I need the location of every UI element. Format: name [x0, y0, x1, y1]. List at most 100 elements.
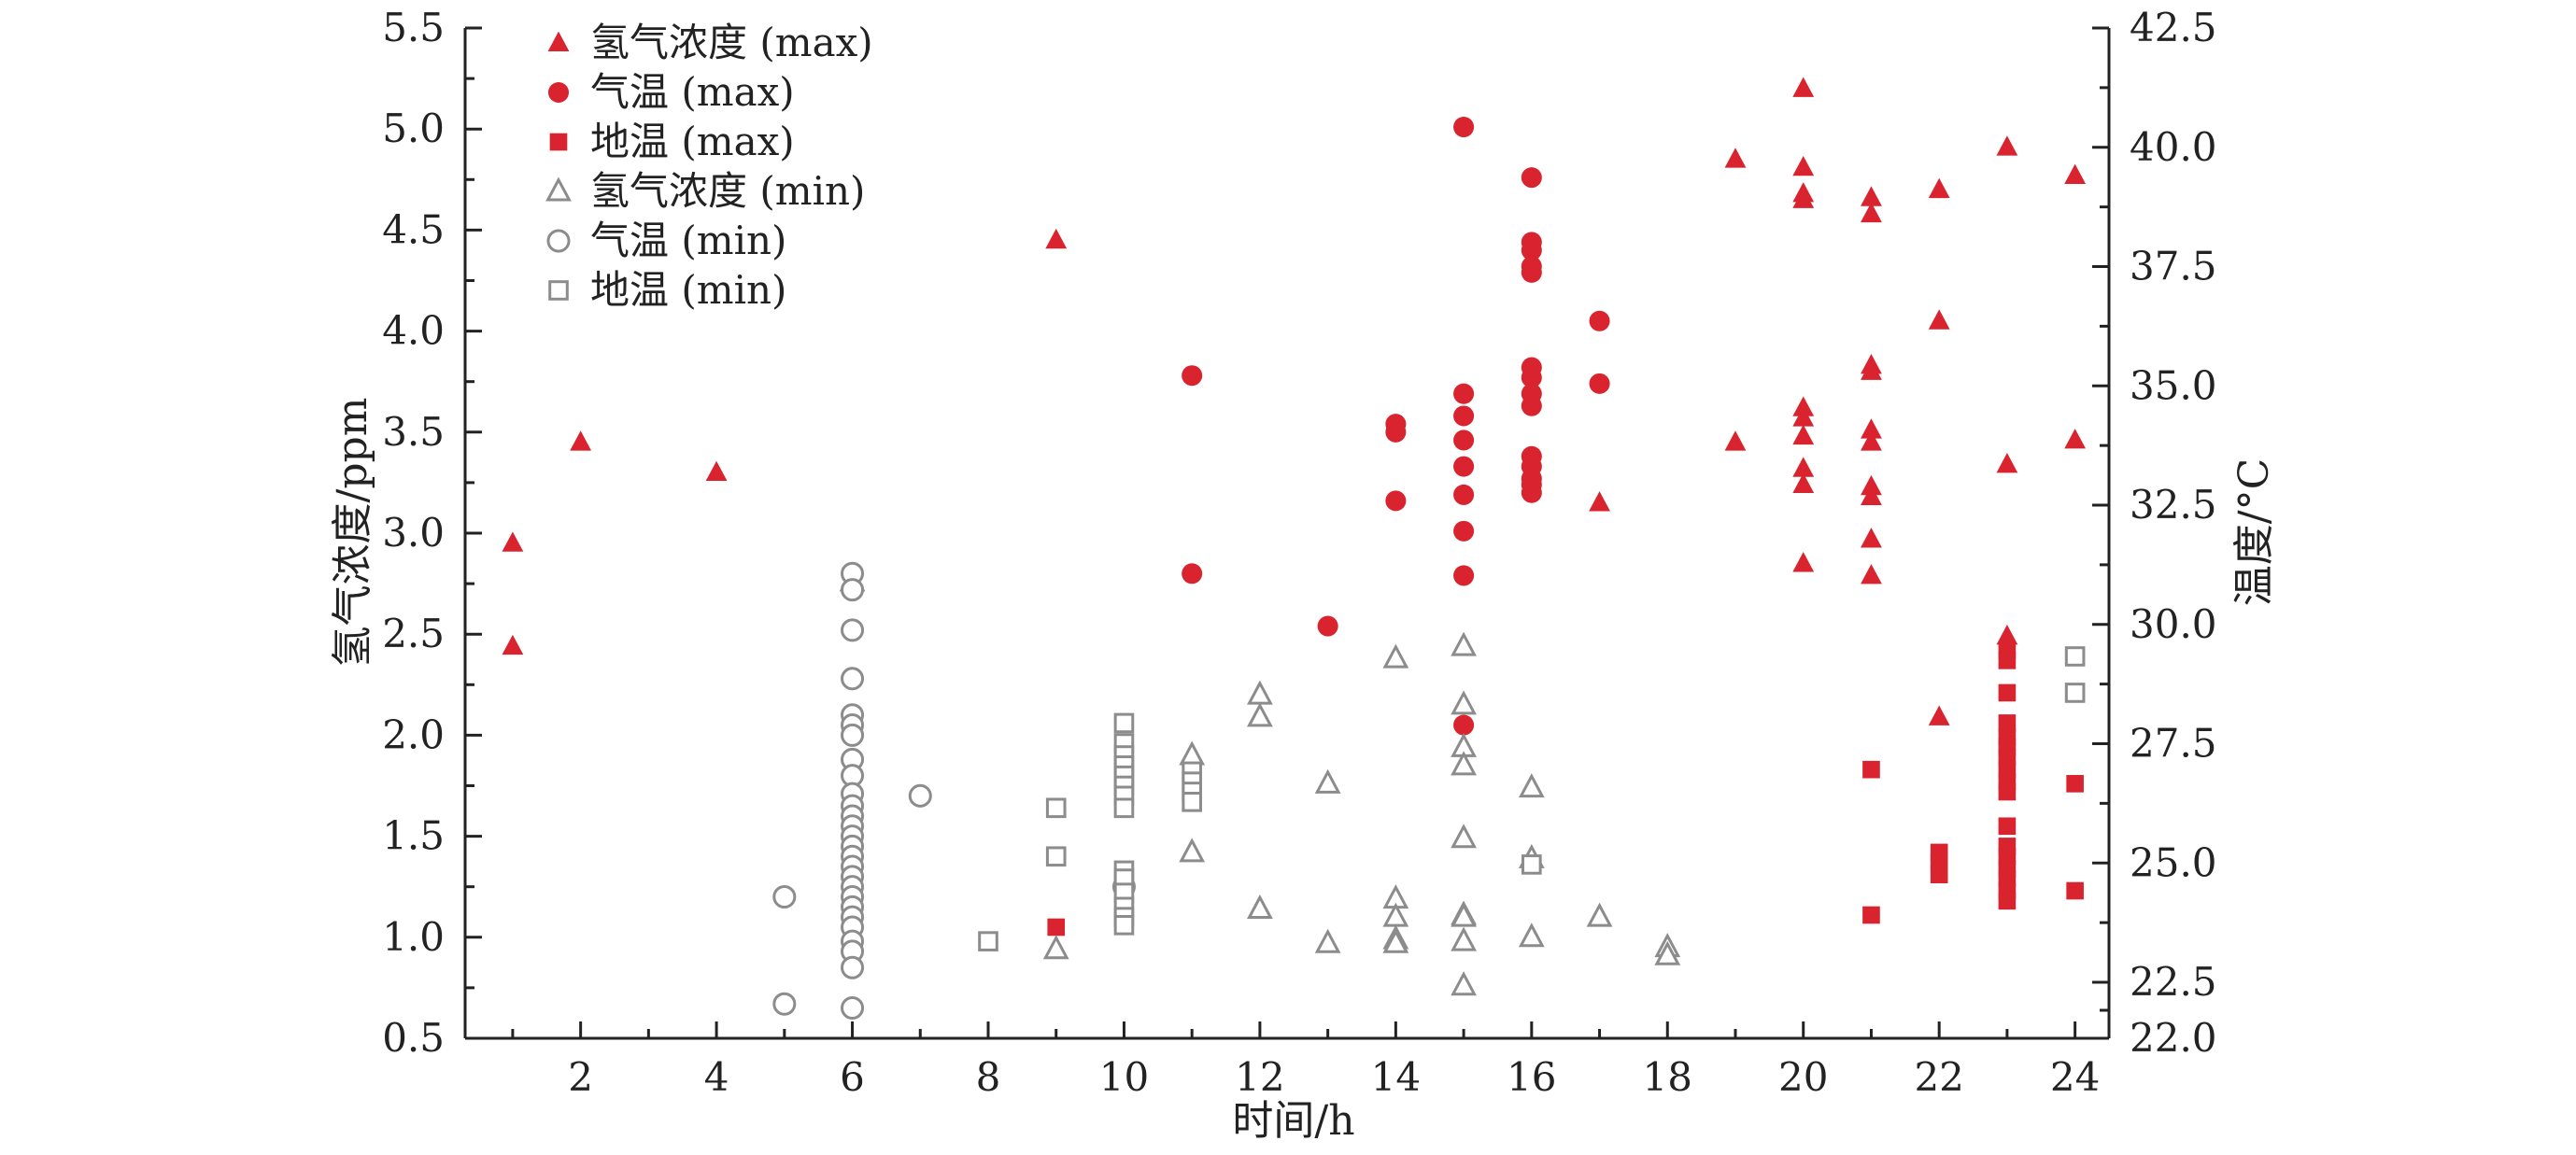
triangle-point	[1451, 751, 1477, 776]
square-point	[1113, 712, 1135, 734]
legend-circle-marker	[547, 81, 570, 104]
circle-point	[1453, 714, 1475, 736]
left-tick-label: 4.0	[382, 308, 445, 354]
square-point	[1998, 817, 2017, 836]
series-3	[839, 567, 1681, 996]
circle-point	[1521, 167, 1542, 189]
triangle-point	[1724, 148, 1747, 168]
x-tick-label: 24	[2050, 1054, 2100, 1100]
right-tick-label: 22.0	[2130, 1015, 2217, 1061]
circle-point	[1182, 365, 1203, 387]
circle-point	[1453, 430, 1475, 451]
left-tick-label: 1.0	[382, 914, 445, 960]
circle-point	[772, 885, 797, 909]
x-tick-label: 2	[568, 1054, 593, 1100]
square-point	[978, 931, 998, 951]
series-5	[978, 646, 2086, 951]
triangle-point	[1928, 705, 1950, 725]
triangle-point	[1861, 528, 1882, 548]
x-tick-label: 8	[976, 1054, 1001, 1100]
circle-point	[1182, 563, 1203, 585]
square-point	[1522, 854, 1542, 875]
square-point	[2064, 646, 2086, 667]
legend-label: 地温 (max)	[590, 119, 795, 164]
circle-point	[841, 578, 865, 602]
square-point	[1998, 683, 2017, 702]
right-tick-label: 27.5	[2130, 721, 2217, 767]
left-tick-label: 5.5	[382, 5, 445, 50]
x-tick-label: 12	[1235, 1054, 1284, 1100]
triangle-point	[1247, 894, 1273, 919]
legend-square-marker	[548, 280, 569, 301]
circle-point	[1385, 490, 1407, 512]
triangle-point	[502, 634, 524, 655]
circle-point	[908, 783, 932, 808]
square-point	[1045, 797, 1067, 819]
left-tick-label: 2.5	[382, 611, 445, 656]
plot-axes: 0.5 1.0 1.5 2.0 2.5 3.0 3.5 4.0 4.5 5.0 5.5 22.0 22.…	[382, 5, 2216, 1100]
left-tick-label: 0.5	[382, 1015, 445, 1061]
circle-point	[1521, 240, 1542, 261]
circle-point	[841, 996, 865, 1021]
triangle-point	[1247, 702, 1273, 727]
square-point	[1998, 892, 2017, 910]
right-tick-label: 22.5	[2130, 959, 2217, 1005]
circle-point	[1589, 373, 1610, 394]
x-tick-label: 10	[1099, 1054, 1149, 1100]
legend-circle-marker	[546, 229, 571, 253]
circle-point	[1385, 421, 1407, 443]
square-point	[1045, 846, 1067, 867]
series-4	[772, 561, 1136, 1021]
triangle-point	[1861, 359, 1882, 380]
circle-point	[1589, 310, 1610, 331]
triangle-point	[1792, 472, 1815, 494]
x-tick-label: 6	[840, 1054, 865, 1100]
triangle-point	[1861, 564, 1882, 585]
triangle-point	[1314, 928, 1341, 953]
triangle-point	[2064, 429, 2087, 449]
data-points	[502, 77, 2087, 1021]
legend-label: 气温 (max)	[590, 69, 795, 115]
legend-label: 氢气浓度 (max)	[590, 20, 873, 65]
left-tick-label: 3.0	[382, 510, 445, 556]
x-tick-label: 4	[704, 1054, 729, 1100]
right-tick-label: 32.5	[2130, 482, 2217, 528]
square-point	[1998, 652, 2017, 669]
circle-point	[772, 992, 797, 1016]
circle-point	[1453, 484, 1475, 505]
triangle-point	[1792, 155, 1815, 176]
legend-triangle-marker	[547, 31, 570, 51]
circle-point	[1453, 117, 1475, 138]
triangle-point	[1861, 418, 1882, 439]
square-point	[1862, 760, 1880, 779]
legend: 氢气浓度 (max)气温 (max)地温 (max)氢气浓度 (min)气温 (…	[545, 20, 873, 313]
circle-point	[1453, 383, 1475, 404]
triangle-point	[1792, 77, 1815, 97]
triangle-point	[1247, 680, 1273, 705]
triangle-point	[1861, 202, 1882, 223]
triangle-point	[570, 430, 592, 451]
square-point	[2064, 683, 2086, 703]
triangle-point	[1792, 188, 1815, 208]
circle-point	[1521, 261, 1542, 283]
triangle-point	[1451, 690, 1477, 715]
x-tick-label: 20	[1778, 1054, 1828, 1100]
triangle-point	[1996, 624, 2018, 645]
circle-point	[841, 723, 865, 747]
right-tick-label: 35.0	[2130, 362, 2217, 408]
triangle-point	[1518, 773, 1545, 798]
triangle-point	[1451, 926, 1477, 951]
triangle-point	[1045, 228, 1068, 249]
triangle-point	[1861, 474, 1882, 496]
triangle-point	[1792, 396, 1815, 416]
triangle-point	[1792, 406, 1815, 427]
triangle-point	[1179, 740, 1206, 766]
circle-point	[1521, 395, 1542, 416]
triangle-point	[1996, 453, 2018, 473]
left-tick-label: 2.0	[382, 711, 445, 757]
triangle-point	[2064, 163, 2087, 184]
triangle-point	[1451, 631, 1477, 656]
square-point	[1930, 866, 1948, 884]
circle-point	[841, 667, 865, 691]
